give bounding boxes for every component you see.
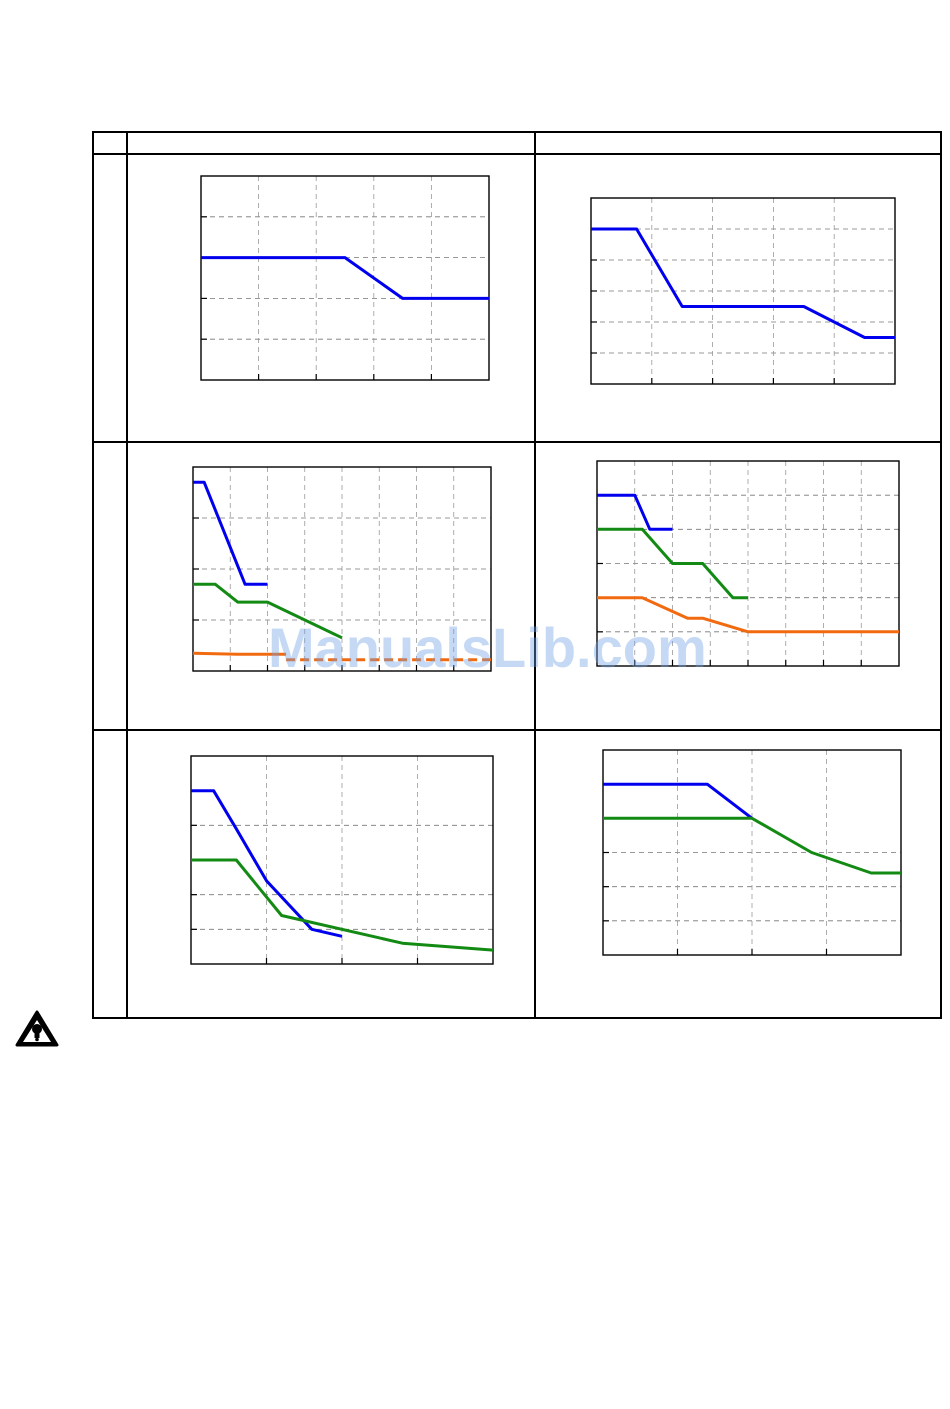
chart-cell xyxy=(534,729,942,1019)
series-line-green xyxy=(603,816,901,875)
watermark-text: ManualsLib.com xyxy=(268,616,707,679)
chart-table xyxy=(92,131,942,1019)
chart-5 xyxy=(190,755,494,965)
chart-cell xyxy=(534,441,942,731)
chart-cell xyxy=(126,441,536,731)
series-line-green xyxy=(191,858,494,952)
series-line-blue xyxy=(193,480,268,586)
table-row xyxy=(92,153,942,443)
header-cell-left xyxy=(126,131,536,155)
table-header-row xyxy=(92,131,942,155)
row-number-cell xyxy=(92,153,128,443)
series-line-blue xyxy=(597,493,673,531)
chart-cell xyxy=(126,729,536,1019)
chart-6 xyxy=(602,749,902,956)
chart-cell xyxy=(534,153,942,443)
chart-cell xyxy=(126,153,536,443)
chart-1 xyxy=(200,175,490,381)
chart-4 xyxy=(596,460,900,667)
series-line-orange xyxy=(192,651,287,656)
table-row xyxy=(92,729,942,1019)
series-line-blue xyxy=(191,789,343,938)
row-number-cell xyxy=(92,729,128,1019)
series-line-blue xyxy=(603,782,753,820)
plot-frame xyxy=(602,749,902,956)
header-cell-number xyxy=(92,131,128,155)
plot-frame xyxy=(200,175,490,381)
plot-frame xyxy=(596,460,900,667)
plot-frame xyxy=(192,466,492,672)
series-line-green xyxy=(597,527,748,600)
series-line-green xyxy=(193,582,343,640)
series-line-blue xyxy=(591,227,895,339)
chart-3 xyxy=(192,466,492,672)
row-number-cell xyxy=(92,441,128,731)
warning-triangle-icon xyxy=(15,1010,59,1047)
series-line-blue xyxy=(201,256,489,300)
table-row xyxy=(92,441,942,731)
series-line-orange xyxy=(597,596,899,634)
chart-2 xyxy=(590,197,896,385)
plot-frame xyxy=(590,197,896,385)
header-cell-right xyxy=(534,131,942,155)
